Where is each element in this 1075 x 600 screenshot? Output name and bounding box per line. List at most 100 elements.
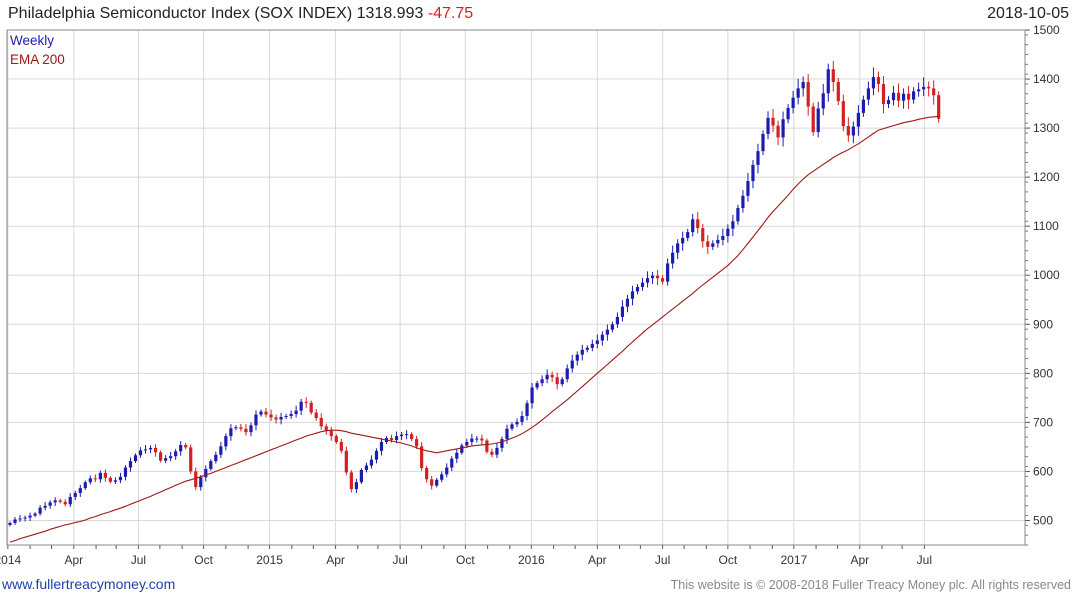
y-tick-label: 800 [1033, 366, 1053, 380]
candle-body [791, 97, 795, 108]
candle-body [143, 449, 148, 451]
candle-body [635, 287, 640, 292]
candle-body [580, 349, 584, 355]
candle-body [425, 467, 429, 480]
candle-body [645, 278, 650, 283]
candle-body [189, 447, 193, 472]
candle-body [490, 451, 494, 455]
y-tick-label: 1000 [1033, 268, 1060, 282]
x-tick-label: Apr [64, 553, 83, 567]
candle-body [174, 451, 178, 457]
candle-body [756, 151, 760, 165]
candle-body [475, 438, 479, 440]
candle-body [420, 446, 424, 468]
candle-body [148, 447, 153, 450]
candle-body [866, 88, 871, 100]
candle-body [38, 507, 42, 514]
candle-body [334, 436, 338, 442]
candle-body [480, 438, 484, 441]
candle-body [28, 515, 32, 518]
candle-body [58, 500, 62, 502]
candle-body [751, 164, 755, 182]
candle-body [766, 117, 770, 134]
candle-body [118, 476, 123, 481]
website-link[interactable]: www.fullertreacymoney.com [2, 576, 176, 592]
candle-body [881, 83, 886, 105]
candle-body [525, 403, 529, 417]
candle-body [786, 107, 790, 120]
candle-body [108, 477, 112, 482]
candle-body [595, 340, 599, 344]
candle-body [565, 368, 569, 380]
candle-body [620, 306, 625, 317]
x-tick-label: Jul [392, 553, 407, 567]
candle-body [625, 298, 630, 307]
candle-body [264, 411, 268, 415]
candle-body [364, 465, 369, 470]
candle-body [535, 383, 539, 388]
candle-body [354, 482, 358, 490]
copyright-notice: This website is © 2008-2018 Fuller Treac… [670, 578, 1071, 592]
candle-body [736, 208, 740, 222]
candle-body [159, 452, 163, 461]
candle-body [540, 379, 544, 384]
candle-body [33, 513, 37, 516]
candle-body [856, 112, 860, 127]
candle-body [505, 428, 509, 440]
candle-body [716, 239, 720, 244]
candle-body [430, 479, 434, 486]
candle-body [133, 455, 138, 462]
candle-body [846, 126, 850, 136]
y-tick-label: 900 [1033, 317, 1053, 331]
candle-body [771, 117, 775, 126]
x-tick-label: Jul [655, 553, 670, 567]
candle-body [836, 81, 840, 102]
candle-body [871, 77, 876, 89]
candle-body [399, 434, 404, 437]
candle-body [404, 434, 409, 436]
candle-body [164, 458, 168, 461]
candle-body [801, 81, 805, 89]
candle-body [374, 450, 379, 460]
candle-body [500, 439, 504, 448]
index-name: Philadelphia Semiconductor Index (SOX IN… [8, 5, 353, 22]
candle-body [605, 329, 609, 335]
candle-body [460, 445, 464, 453]
candle-body [284, 416, 288, 418]
candle-body [299, 401, 303, 411]
candle-body [937, 95, 941, 119]
candle-body [445, 467, 449, 475]
candle-body [93, 478, 97, 480]
x-tick-label: Apr [588, 553, 607, 567]
candle-body [379, 442, 384, 451]
candle-body [530, 387, 534, 404]
x-tick-label: 2015 [256, 553, 283, 567]
candle-body [309, 402, 313, 413]
candle-body [901, 93, 906, 101]
candle-body [520, 416, 524, 422]
candle-body [515, 421, 519, 425]
x-tick-label: 2016 [518, 553, 545, 567]
candle-body [696, 219, 700, 229]
candle-body [179, 444, 183, 452]
candle-body [891, 92, 896, 101]
candle-body [83, 482, 87, 489]
candle-body [43, 505, 47, 508]
candle-body [585, 347, 589, 350]
candle-body [209, 461, 213, 469]
candle-body [23, 517, 27, 519]
candle-body [575, 354, 579, 361]
candle-body [746, 181, 750, 196]
candle-body [776, 125, 780, 138]
candle-body [781, 119, 785, 138]
candle-body [912, 91, 916, 100]
candle-body [731, 221, 735, 229]
candle-body [741, 195, 745, 209]
candle-body [671, 252, 675, 264]
candle-body [63, 501, 67, 505]
candle-body [610, 324, 614, 330]
candle-body [932, 88, 936, 96]
plot-frame [6, 29, 1026, 546]
candle-body [48, 502, 52, 506]
